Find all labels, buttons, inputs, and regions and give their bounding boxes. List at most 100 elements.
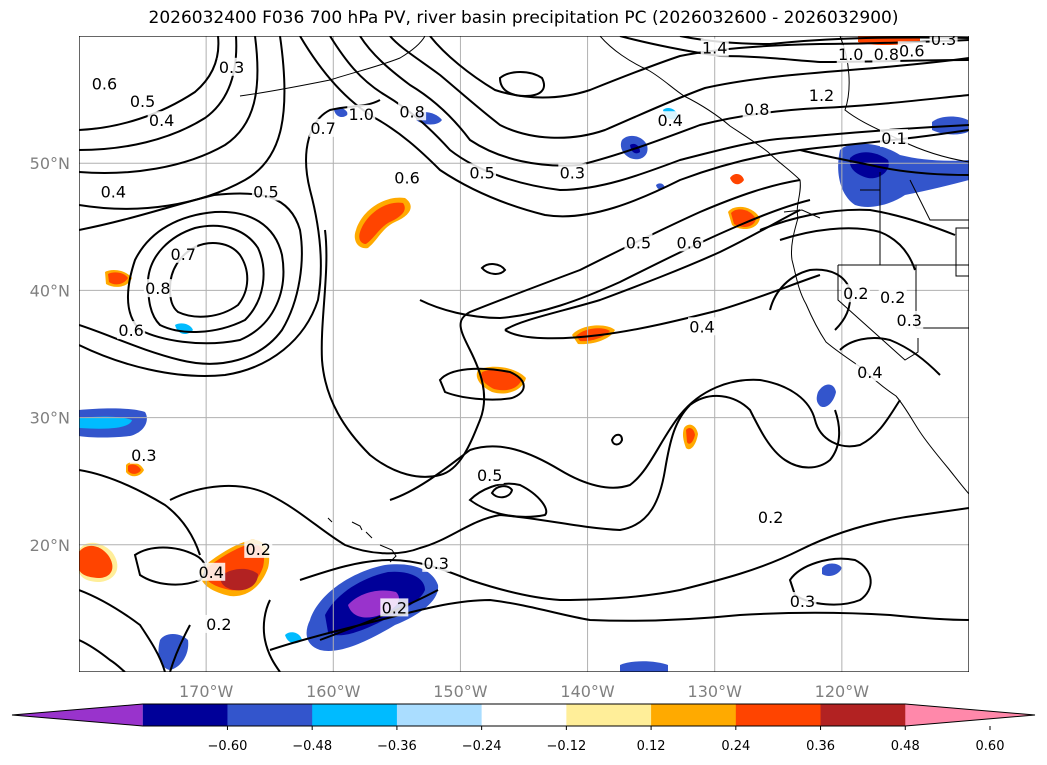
contour-label-bg xyxy=(897,41,926,60)
shade-red-1 xyxy=(359,202,405,244)
contour-label: 0.2 xyxy=(843,284,868,303)
contour-label-bg xyxy=(675,233,704,252)
contour-31 xyxy=(79,589,166,672)
borders-canada-us xyxy=(860,172,969,221)
contour-label: 0.5 xyxy=(469,163,494,182)
shade-red-6 xyxy=(481,369,522,391)
contour-label-bg xyxy=(807,85,836,104)
contour-label-bg xyxy=(143,279,172,298)
contour-label: 0.8 xyxy=(744,100,769,119)
lon-tick-labels: 170°W 160°W 150°W 140°W 130°W 120°W xyxy=(179,682,869,701)
contour-17 xyxy=(498,71,545,98)
contour-label-bg xyxy=(656,111,685,130)
contour-label: 0.3 xyxy=(931,30,956,49)
lat-tick-label: 50°N xyxy=(30,154,70,173)
contour-label-bg xyxy=(836,45,865,64)
contour-label: 0.3 xyxy=(219,58,244,77)
shade-red-2 xyxy=(108,272,128,285)
contour-13 xyxy=(389,36,969,139)
colorbar-outline xyxy=(11,703,1036,727)
shade-cyan-dateline xyxy=(79,416,132,429)
contour-label: 0.5 xyxy=(253,182,278,201)
shade-blue-socal xyxy=(816,384,836,408)
contour-label: 0.6 xyxy=(92,74,117,93)
contour-10 xyxy=(299,36,969,218)
contour-label-bg xyxy=(742,99,771,118)
shade-darkred-10 xyxy=(220,568,258,591)
contour-label-bg xyxy=(398,102,427,121)
contour-label: 0.6 xyxy=(677,233,702,252)
contour-label-bg xyxy=(117,321,146,340)
colorbar-segment xyxy=(735,704,822,726)
colorbar-segment xyxy=(566,704,652,726)
contour-label-bg xyxy=(756,508,785,527)
contour-26 xyxy=(490,485,514,499)
lon-tick-label: 140°W xyxy=(560,682,615,701)
contour-label-bg xyxy=(475,466,504,485)
contour-37 xyxy=(319,589,439,641)
contour-label-bg xyxy=(147,111,176,130)
contour-label: 0.5 xyxy=(626,233,651,252)
contour-4 xyxy=(79,36,286,210)
contour-label: 0.4 xyxy=(199,563,224,582)
contour-41 xyxy=(769,268,852,331)
contour-label: 0.3 xyxy=(560,163,585,182)
contour-label: 0.3 xyxy=(424,554,449,573)
coast-canada xyxy=(839,36,969,163)
contour-label: 0.2 xyxy=(246,540,271,559)
contour-22 xyxy=(504,274,821,340)
contour-5 xyxy=(79,192,303,365)
lon-tick-label: 120°W xyxy=(815,682,870,701)
contour-label-bg xyxy=(217,57,246,76)
shade-red-9 xyxy=(79,545,113,578)
contour-39 xyxy=(759,208,956,236)
contour-label-bg xyxy=(90,74,119,93)
contour-label: 1.2 xyxy=(809,86,834,105)
coast-hawaii xyxy=(327,517,397,563)
colorbar-tick-label: −0.24 xyxy=(462,739,502,754)
colorbar-segment xyxy=(820,704,906,726)
contour-43 xyxy=(799,149,969,176)
contour-label-bg xyxy=(878,288,907,307)
colorbar-tick-label: 0.12 xyxy=(637,739,666,754)
contour-label: 0.2 xyxy=(382,598,407,617)
contour-label-bg xyxy=(688,317,716,336)
colorbar-tick-label: −0.48 xyxy=(292,739,332,754)
contour-label-bg xyxy=(197,562,226,581)
contour-33 xyxy=(169,624,191,672)
contour-label: 0.8 xyxy=(145,279,170,298)
lat-tick-label: 40°N xyxy=(30,281,70,300)
contour-23 xyxy=(438,367,525,401)
contour-24 xyxy=(389,378,901,501)
contour-label: 1.4 xyxy=(702,39,727,58)
contour-label: 0.7 xyxy=(171,245,196,264)
contour-label-bg xyxy=(204,614,233,633)
contour-label: 0.3 xyxy=(897,311,922,330)
coast-bc-inner xyxy=(783,209,821,219)
contour-14 xyxy=(429,36,969,99)
contour-38 xyxy=(788,557,872,606)
contour-9 xyxy=(79,99,381,377)
map-panel: 0.60.50.40.30.71.0 0.80.5 0.31.4 1.0 0.8 0.60… xyxy=(79,30,969,672)
state-borders xyxy=(837,210,969,361)
contour-20 xyxy=(419,199,811,320)
contour-18 xyxy=(480,263,507,275)
shade-red-3 xyxy=(730,174,744,185)
colorbar-segment xyxy=(312,704,398,726)
colorbar: −0.60 −0.48 −0.36 −0.24 −0.12 0.12 0.24 0.36 0.4… xyxy=(11,703,1036,754)
colorbar-segment xyxy=(396,704,483,726)
contour-label: 0.5 xyxy=(477,466,502,485)
contour-label-bg xyxy=(879,129,908,148)
lon-tick-label: 130°W xyxy=(688,682,743,701)
shade-blue-south xyxy=(620,661,668,672)
contour-label: 0.2 xyxy=(206,615,231,634)
contour-29 xyxy=(79,469,201,556)
contour-label: 0.1 xyxy=(881,129,906,148)
map-title: 2026032400 F036 700 hPa PV, river basin … xyxy=(148,8,899,28)
coast-north-america xyxy=(599,36,969,495)
colorbar-segment xyxy=(227,704,313,726)
contour-label-bg xyxy=(558,163,587,182)
contour-label-bg xyxy=(872,45,901,64)
colorbar-extend-high xyxy=(905,704,1035,726)
contour-label: 0.4 xyxy=(657,111,682,130)
